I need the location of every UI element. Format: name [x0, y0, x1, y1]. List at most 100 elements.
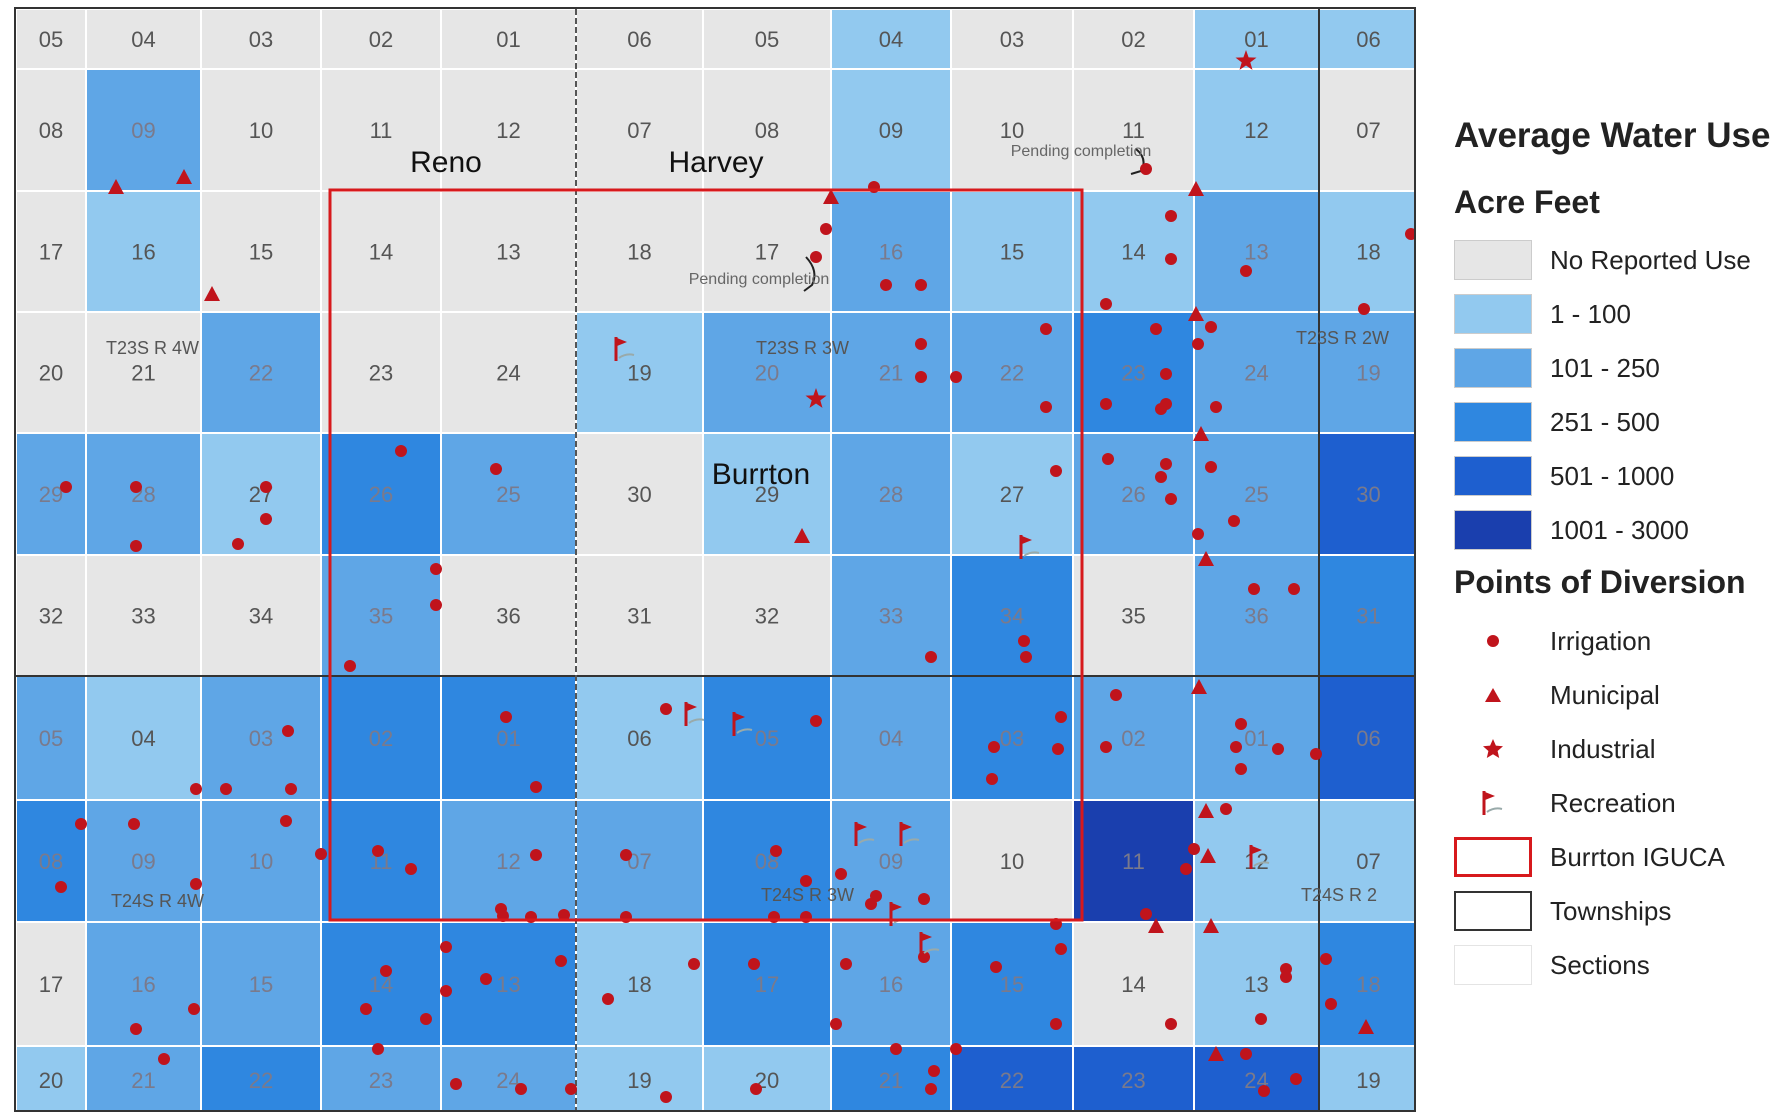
section-number: 15: [249, 972, 273, 997]
section-cell: [85, 799, 202, 923]
irrigation-point: [688, 958, 700, 970]
swatch-1001-3000: [1454, 510, 1532, 550]
irrigation-point: [565, 1083, 577, 1095]
section-number: 18: [627, 972, 651, 997]
irrigation-point: [990, 961, 1002, 973]
red-outline-icon: [1454, 837, 1532, 877]
irrigation-point: [1248, 583, 1260, 595]
section-cell: [702, 675, 832, 801]
section-number: 11: [370, 118, 393, 143]
municipal-point: [1188, 306, 1204, 321]
section-number: 13: [496, 239, 520, 264]
section-cell: [440, 675, 577, 801]
circle-icon: [1454, 621, 1532, 661]
legend-label: Municipal: [1550, 679, 1660, 710]
irrigation-point: [130, 481, 142, 493]
irrigation-point: [915, 279, 927, 291]
legend-item: Burrton IGUCA: [1454, 835, 1725, 879]
irrigation-point: [1205, 461, 1217, 473]
irrigation-point: [880, 279, 892, 291]
section-cell: [85, 311, 202, 434]
legend-item: Recreation: [1454, 781, 1676, 825]
section-number: 22: [1000, 1068, 1024, 1093]
irrigation-point: [1205, 321, 1217, 333]
section-number: 09: [879, 849, 903, 874]
irrigation-point: [1055, 943, 1067, 955]
swatch-101-250: [1454, 348, 1532, 388]
section-cell: [950, 675, 1074, 801]
irrigation-point: [748, 958, 760, 970]
section-number: 03: [1000, 726, 1024, 751]
irrigation-point: [1100, 741, 1112, 753]
section-number: 10: [1000, 849, 1024, 874]
swatch-501-1000: [1454, 456, 1532, 496]
legend-label: Burrton IGUCA: [1550, 841, 1725, 872]
legend-label: Recreation: [1550, 787, 1676, 818]
section-number: 09: [131, 118, 155, 143]
section-cell: [85, 68, 202, 192]
section-number: 04: [879, 726, 903, 751]
township-label: T24S R 2: [1301, 885, 1377, 905]
section-number: 12: [1244, 118, 1268, 143]
section-number: 35: [369, 603, 393, 628]
irrigation-point: [810, 715, 822, 727]
section-cell: [1072, 9, 1195, 70]
section-number: 30: [627, 482, 651, 507]
section-number: 14: [369, 239, 393, 264]
irrigation-point: [1020, 651, 1032, 663]
irrigation-point: [1140, 908, 1152, 920]
section-number: 20: [755, 360, 779, 385]
section-cell: [830, 675, 952, 801]
irrigation-point: [925, 651, 937, 663]
legend-item: Municipal: [1454, 673, 1660, 717]
section-number: 34: [249, 603, 273, 628]
recreation-point: [732, 712, 753, 736]
section-cell: [1318, 68, 1414, 192]
irrigation-point: [1415, 363, 1416, 375]
irrigation-point: [915, 371, 927, 383]
industrial-point: [1235, 50, 1257, 70]
irrigation-point: [190, 878, 202, 890]
irrigation-point: [360, 1003, 372, 1015]
pending-leader: [803, 256, 816, 292]
irrigation-point: [430, 563, 442, 575]
section-number: 08: [39, 118, 63, 143]
section-number: 17: [39, 239, 63, 264]
municipal-point: [108, 179, 124, 194]
irrigation-point: [1102, 453, 1114, 465]
irrigation-point: [530, 781, 542, 793]
section-number: 02: [1121, 27, 1145, 52]
section-cell: [830, 190, 952, 313]
section-cell: [1193, 675, 1320, 801]
irrigation-point: [1272, 743, 1284, 755]
section-cell: [1193, 190, 1320, 313]
section-cell: [1318, 9, 1414, 70]
township-label: T23S R 3W: [756, 338, 849, 358]
irrigation-point: [988, 741, 1000, 753]
irrigation-point: [918, 893, 930, 905]
irrigation-point: [260, 513, 272, 525]
township-label: T23S R 2W: [1296, 328, 1389, 348]
legend-item: 251 - 500: [1454, 400, 1660, 444]
irrigation-point: [1325, 998, 1337, 1010]
township-labels: T23S R 4W T23S R 3W T23S R 2W T24S R 4W …: [106, 328, 1389, 911]
section-number: 17: [755, 239, 779, 264]
pending-note-1: Pending completion: [1011, 143, 1152, 160]
irrigation-point: [1290, 1073, 1302, 1085]
irrigation-point: [430, 599, 442, 611]
irrigation-point: [280, 815, 292, 827]
irrigation-point: [925, 1083, 937, 1095]
section-number: 07: [1356, 118, 1380, 143]
irrigation-point: [1165, 210, 1177, 222]
irrigation-point: [865, 898, 877, 910]
section-number: 09: [879, 118, 903, 143]
section-number: 16: [879, 239, 903, 264]
section-cell: [1193, 432, 1320, 556]
municipal-point: [1148, 918, 1164, 933]
section-cell: [1193, 68, 1320, 192]
recreation-point: [899, 822, 920, 846]
section-number: 17: [39, 972, 63, 997]
irrigation-point: [1228, 515, 1240, 527]
section-cell: [702, 432, 832, 556]
section-number: 16: [131, 239, 155, 264]
